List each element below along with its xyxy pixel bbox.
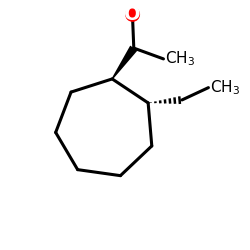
Text: O: O <box>124 5 141 24</box>
Circle shape <box>126 8 140 21</box>
Text: CH$_3$: CH$_3$ <box>210 78 240 97</box>
Polygon shape <box>112 46 137 79</box>
Text: CH$_3$: CH$_3$ <box>165 50 195 68</box>
